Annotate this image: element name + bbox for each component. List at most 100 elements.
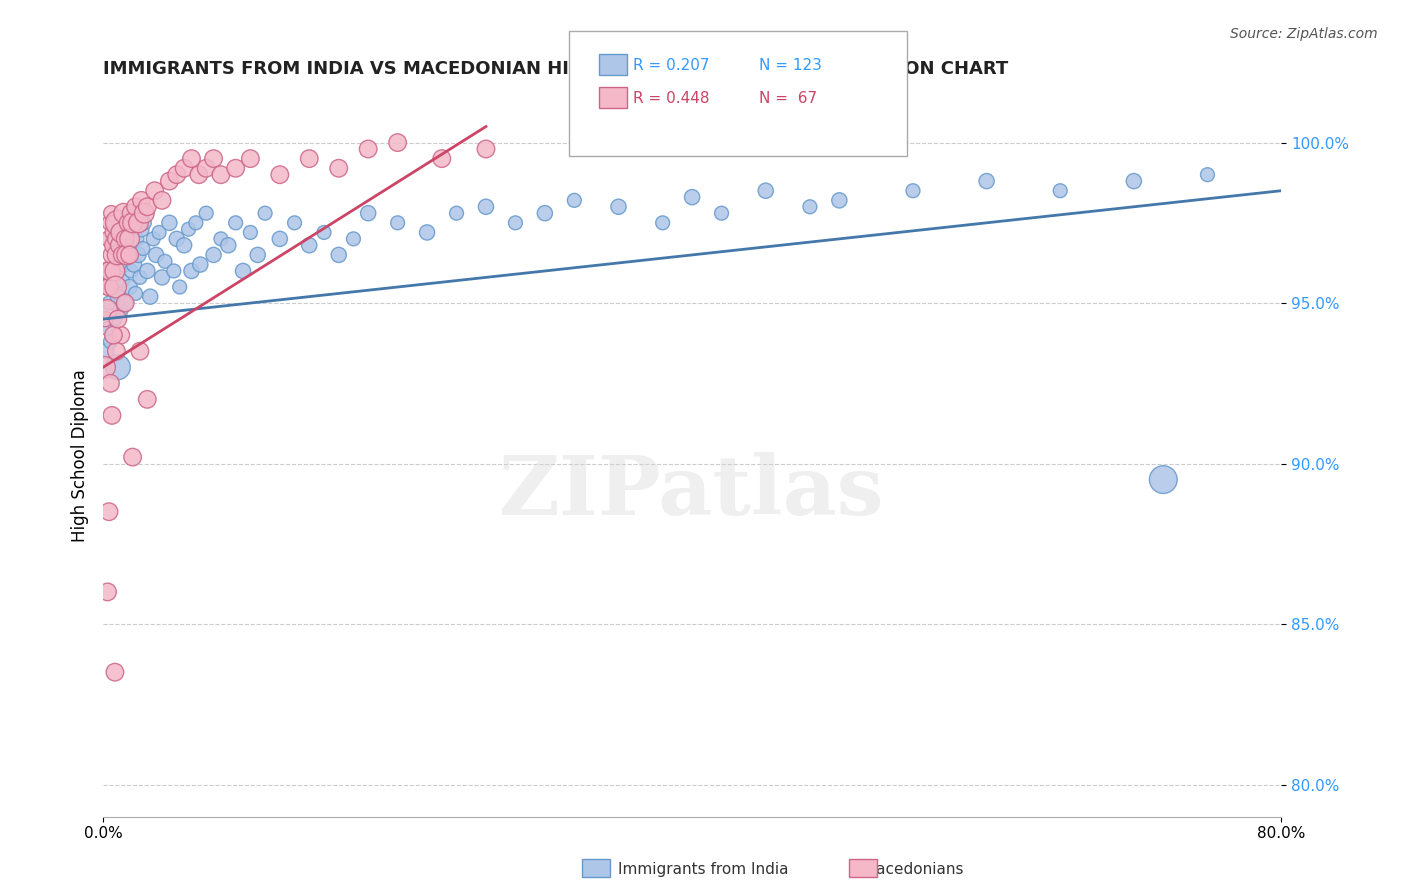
Point — [312, 226, 335, 240]
Point — [98, 280, 121, 294]
Point — [97, 232, 120, 246]
Point — [103, 232, 125, 246]
Point — [110, 248, 132, 262]
Point — [239, 226, 262, 240]
Point — [828, 194, 851, 208]
Point — [173, 238, 195, 252]
Point — [105, 238, 128, 252]
Point — [184, 216, 207, 230]
Point — [430, 152, 453, 166]
Point — [115, 238, 138, 252]
Y-axis label: High School Diploma: High School Diploma — [72, 369, 89, 542]
Point — [96, 302, 118, 317]
Point — [114, 296, 136, 310]
Point — [209, 168, 232, 182]
Point — [1152, 473, 1174, 487]
Point — [136, 264, 159, 278]
Point — [283, 216, 305, 230]
Point — [94, 280, 117, 294]
Point — [475, 200, 498, 214]
Point — [104, 264, 127, 278]
Point — [681, 190, 703, 204]
Point — [136, 200, 159, 214]
Point — [387, 216, 409, 230]
Point — [129, 344, 152, 359]
Point — [298, 238, 321, 252]
Point — [107, 360, 129, 375]
Point — [98, 505, 121, 519]
Point — [153, 254, 176, 268]
Point — [134, 216, 156, 230]
Point — [534, 206, 557, 220]
Point — [166, 232, 188, 246]
Point — [562, 194, 585, 208]
Point — [195, 206, 218, 220]
Point — [127, 248, 149, 262]
Point — [127, 216, 149, 230]
Point — [100, 376, 122, 391]
Point — [122, 258, 145, 272]
Point — [107, 290, 129, 304]
Point — [101, 280, 124, 294]
Point — [799, 200, 821, 214]
Point — [202, 248, 225, 262]
Point — [114, 296, 136, 310]
Point — [96, 585, 118, 599]
Point — [101, 409, 124, 423]
Point — [110, 328, 132, 343]
Point — [108, 226, 131, 240]
Text: N =  67: N = 67 — [759, 91, 817, 105]
Point — [342, 232, 364, 246]
Point — [100, 334, 122, 349]
Point — [103, 216, 125, 230]
Point — [100, 206, 122, 220]
Point — [98, 216, 121, 230]
Point — [180, 152, 202, 166]
Text: Macedonians: Macedonians — [863, 863, 965, 877]
Point — [143, 184, 166, 198]
Point — [101, 226, 124, 240]
Point — [114, 232, 136, 246]
Point — [96, 264, 118, 278]
Point — [110, 302, 132, 317]
Point — [124, 200, 146, 214]
Point — [1197, 168, 1219, 182]
Point — [105, 232, 128, 246]
Text: R = 0.207: R = 0.207 — [633, 58, 709, 72]
Point — [121, 216, 143, 230]
Point — [269, 232, 291, 246]
Point — [118, 280, 141, 294]
Point — [387, 136, 409, 150]
Point — [121, 450, 143, 464]
Point — [118, 248, 141, 262]
Point — [328, 161, 350, 176]
Point — [105, 248, 128, 262]
Point — [103, 328, 125, 343]
Point — [1049, 184, 1071, 198]
Text: ZIPatlas: ZIPatlas — [499, 451, 884, 532]
Point — [111, 248, 134, 262]
Point — [195, 161, 218, 176]
Point — [120, 206, 142, 220]
Point — [112, 258, 135, 272]
Point — [202, 152, 225, 166]
Point — [246, 248, 269, 262]
Point — [328, 248, 350, 262]
Point — [177, 222, 200, 236]
Point — [225, 161, 247, 176]
Point — [217, 238, 239, 252]
Point — [157, 216, 180, 230]
Point — [94, 312, 117, 326]
Point — [901, 184, 924, 198]
Point — [108, 238, 131, 252]
Point — [166, 168, 188, 182]
Point — [505, 216, 527, 230]
Text: IMMIGRANTS FROM INDIA VS MACEDONIAN HIGH SCHOOL DIPLOMA CORRELATION CHART: IMMIGRANTS FROM INDIA VS MACEDONIAN HIGH… — [103, 60, 1008, 78]
Point — [150, 194, 173, 208]
Point — [118, 232, 141, 246]
Point — [117, 226, 139, 240]
Point — [209, 232, 232, 246]
Point — [139, 290, 162, 304]
Point — [105, 344, 128, 359]
Point — [131, 194, 153, 208]
